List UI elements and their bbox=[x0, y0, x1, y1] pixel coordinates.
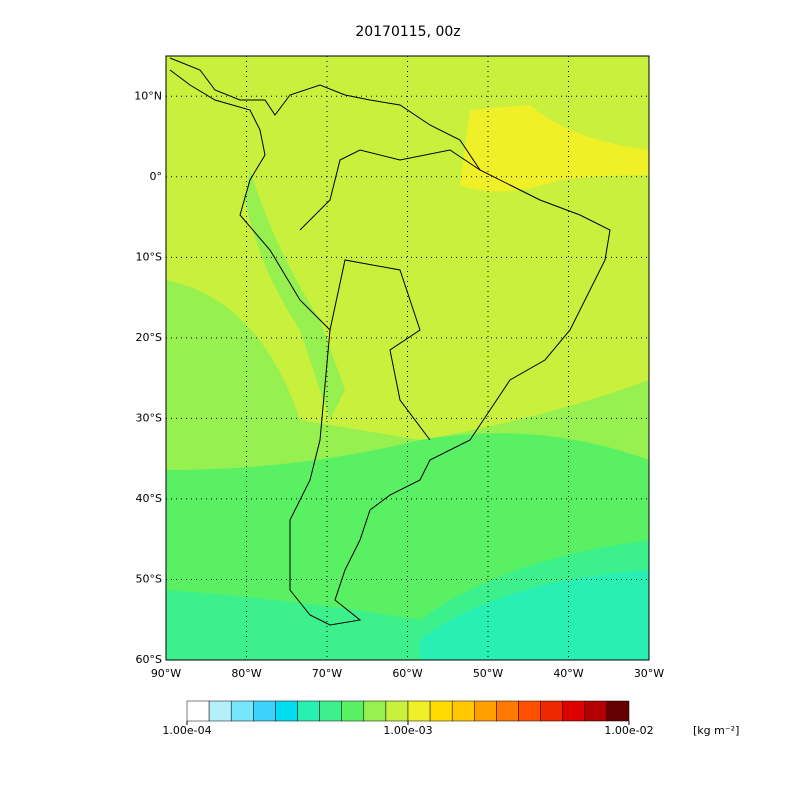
colorbar-swatch bbox=[363, 700, 387, 722]
colorbar-swatch bbox=[297, 700, 320, 722]
colorbar-swatch bbox=[275, 700, 298, 722]
title: 20170115, 00z bbox=[355, 24, 460, 40]
lat-tick-label: 40°S bbox=[136, 492, 162, 505]
coastline bbox=[169, 57, 611, 626]
lon-tick-label: 30°W bbox=[634, 667, 664, 680]
colorbar-swatch bbox=[606, 700, 630, 722]
colorbar-swatch bbox=[518, 700, 541, 722]
colorbar-swatch bbox=[540, 700, 563, 722]
lon-tick-label: 40°W bbox=[553, 667, 583, 680]
colorbar-swatch bbox=[253, 700, 276, 722]
lon-tick-label: 90°W bbox=[151, 667, 181, 680]
colorbar-swatch bbox=[385, 700, 409, 722]
colorbar-swatch bbox=[407, 700, 431, 722]
lat-tick-label: 0° bbox=[150, 170, 163, 183]
colorbar-label: 1.00e-03 bbox=[383, 724, 432, 737]
lat-tick-label: 50°S bbox=[136, 572, 162, 585]
lat-tick-label: 30°S bbox=[136, 411, 162, 424]
colorbar-swatch bbox=[186, 700, 210, 722]
colorbar-swatch bbox=[341, 700, 365, 722]
lon-tick-label: 60°W bbox=[392, 667, 422, 680]
lon-tick-label: 80°W bbox=[231, 667, 261, 680]
colorbar-swatch bbox=[319, 700, 342, 722]
colorbar-swatch bbox=[584, 700, 608, 722]
colorbar-swatch bbox=[496, 700, 519, 722]
colorbar-swatch bbox=[474, 700, 497, 722]
lat-tick-label: 10°S bbox=[136, 250, 162, 263]
lat-tick-label: 10°N bbox=[134, 89, 162, 102]
borders bbox=[299, 149, 481, 231]
colorbar-swatch bbox=[451, 700, 475, 722]
lon-tick-label: 70°W bbox=[312, 667, 342, 680]
colorbar-label: 1.00e-04 bbox=[162, 724, 211, 737]
colorbar-swatch bbox=[562, 700, 586, 722]
colorbar-swatch bbox=[230, 700, 254, 722]
colorbar-label: 1.00e-02 bbox=[604, 724, 653, 737]
borders bbox=[329, 259, 431, 441]
colorbar-swatch bbox=[429, 700, 453, 722]
colorbar-unit: [kg m⁻²] bbox=[693, 724, 739, 737]
lat-tick-label: 60°S bbox=[136, 653, 162, 666]
lat-tick-label: 20°S bbox=[136, 331, 162, 344]
colorbar-swatch bbox=[208, 700, 232, 722]
lon-tick-label: 50°W bbox=[473, 667, 503, 680]
